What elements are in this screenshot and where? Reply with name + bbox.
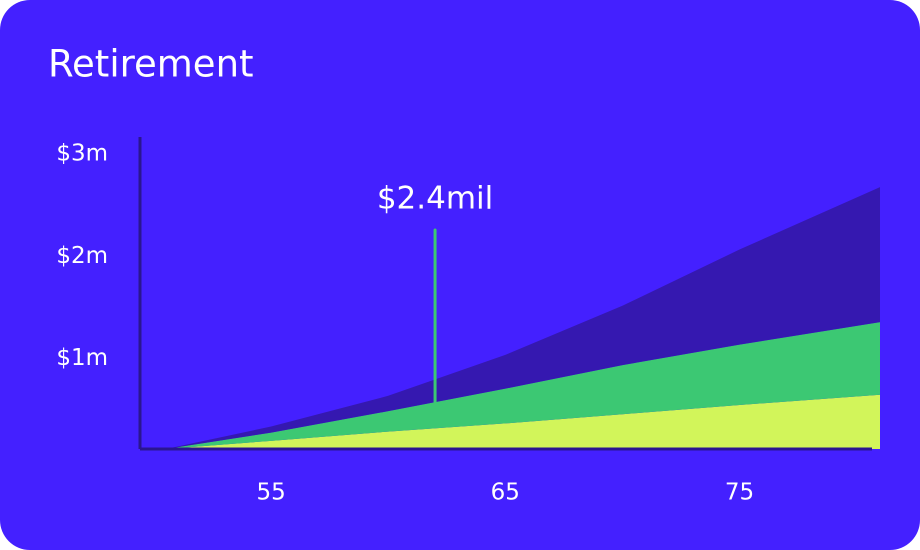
annotation-label: $2.4mil [377, 181, 493, 217]
y-tick-label: $3m [56, 141, 108, 167]
area [165, 187, 880, 450]
x-tick-label: 75 [725, 480, 754, 506]
x-tick-label: 65 [491, 480, 520, 506]
chart-title: Retirement [48, 43, 254, 86]
area [165, 394, 880, 449]
y-tick-label: $1m [56, 345, 108, 371]
y-tick-label: $2m [56, 243, 108, 269]
x-tick-label: 55 [256, 480, 285, 506]
area [165, 322, 880, 449]
